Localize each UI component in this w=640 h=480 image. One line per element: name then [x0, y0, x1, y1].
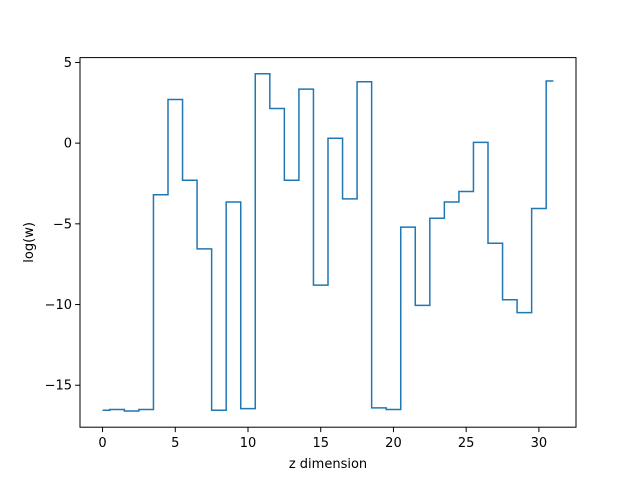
series-line-0	[102, 72, 554, 412]
x-tick-label: 30	[531, 436, 548, 451]
x-tick-label: 20	[385, 436, 402, 451]
y-tick-label: −15	[45, 379, 72, 394]
y-tick-label: −5	[53, 217, 72, 232]
x-axis: 0 5 10 15 20 25 30	[98, 427, 547, 451]
series-layer	[102, 72, 554, 412]
y-tick-label: −10	[45, 298, 72, 313]
plot-frame	[79, 57, 577, 428]
y-tick-label: 5	[64, 56, 72, 71]
y-axis: −15 −10 −5 0 5	[45, 56, 80, 394]
y-tick-label: 0	[64, 137, 72, 152]
x-tick-label: 25	[458, 436, 475, 451]
y-axis-label: log(w)	[22, 222, 37, 263]
x-tick-label: 0	[98, 436, 106, 451]
x-axis-label: z dimension	[289, 457, 367, 472]
x-tick-label: 15	[312, 436, 329, 451]
x-tick-label: 5	[171, 436, 179, 451]
x-tick-label: 10	[240, 436, 257, 451]
